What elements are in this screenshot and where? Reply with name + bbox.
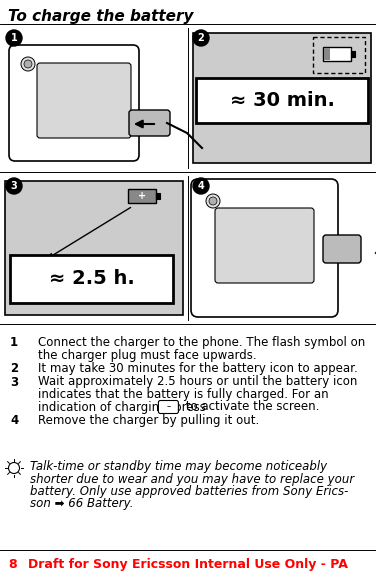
Bar (193, 33, 371, 163)
Circle shape (9, 463, 20, 474)
Text: Remove the charger by pulling it out.: Remove the charger by pulling it out. (38, 414, 259, 427)
Text: 8: 8 (8, 558, 17, 571)
Bar (5, 181, 183, 315)
Bar (313, 37, 365, 73)
Text: 3: 3 (11, 181, 17, 191)
Text: to activate the screen.: to activate the screen. (182, 401, 320, 413)
Text: the charger plug must face upwards.: the charger plug must face upwards. (38, 349, 257, 361)
Text: indication of charging, press: indication of charging, press (38, 401, 210, 413)
Bar (156, 193, 160, 199)
Text: shorter due to wear and you may have to replace your: shorter due to wear and you may have to … (30, 472, 354, 486)
Text: +: + (138, 191, 146, 201)
Circle shape (193, 178, 209, 194)
Text: ≈ 2.5 h.: ≈ 2.5 h. (49, 269, 134, 288)
Bar (351, 51, 355, 57)
Text: 1: 1 (10, 336, 18, 349)
Text: 1: 1 (11, 33, 17, 43)
Text: Connect the charger to the phone. The flash symbol on: Connect the charger to the phone. The fl… (38, 336, 365, 349)
Text: –: – (166, 402, 171, 412)
Circle shape (206, 194, 220, 208)
Bar (128, 189, 156, 203)
FancyBboxPatch shape (215, 208, 314, 283)
Bar (324, 48, 330, 60)
Circle shape (193, 30, 209, 46)
Text: battery. Only use approved batteries from Sony Erics-: battery. Only use approved batteries fro… (30, 485, 349, 498)
FancyBboxPatch shape (158, 401, 178, 413)
FancyBboxPatch shape (129, 110, 170, 136)
FancyBboxPatch shape (37, 63, 131, 138)
FancyBboxPatch shape (191, 179, 338, 317)
Circle shape (24, 60, 32, 68)
Text: 2: 2 (10, 362, 18, 375)
Circle shape (6, 178, 22, 194)
Text: 4: 4 (10, 414, 18, 427)
Bar (196, 78, 368, 123)
Text: Wait approximately 2.5 hours or until the battery icon: Wait approximately 2.5 hours or until th… (38, 376, 357, 389)
FancyBboxPatch shape (323, 235, 361, 263)
Text: ≈ 30 min.: ≈ 30 min. (230, 91, 334, 110)
Bar (10, 255, 173, 303)
Bar (323, 47, 351, 61)
Text: Talk-time or standby time may become noticeably: Talk-time or standby time may become not… (30, 460, 327, 473)
Text: It may take 30 minutes for the battery icon to appear.: It may take 30 minutes for the battery i… (38, 362, 358, 375)
Text: 2: 2 (198, 33, 205, 43)
Circle shape (209, 197, 217, 205)
Text: 4: 4 (198, 181, 205, 191)
Text: 3: 3 (10, 376, 18, 389)
Circle shape (6, 30, 22, 46)
Text: son ➡ 66 Battery.: son ➡ 66 Battery. (30, 497, 133, 511)
Circle shape (21, 57, 35, 71)
FancyBboxPatch shape (9, 45, 139, 161)
Text: indicates that the battery is fully charged. For an: indicates that the battery is fully char… (38, 388, 329, 401)
Text: To charge the battery: To charge the battery (8, 9, 194, 24)
Text: Draft for Sony Ericsson Internal Use Only - PA: Draft for Sony Ericsson Internal Use Onl… (28, 558, 348, 571)
